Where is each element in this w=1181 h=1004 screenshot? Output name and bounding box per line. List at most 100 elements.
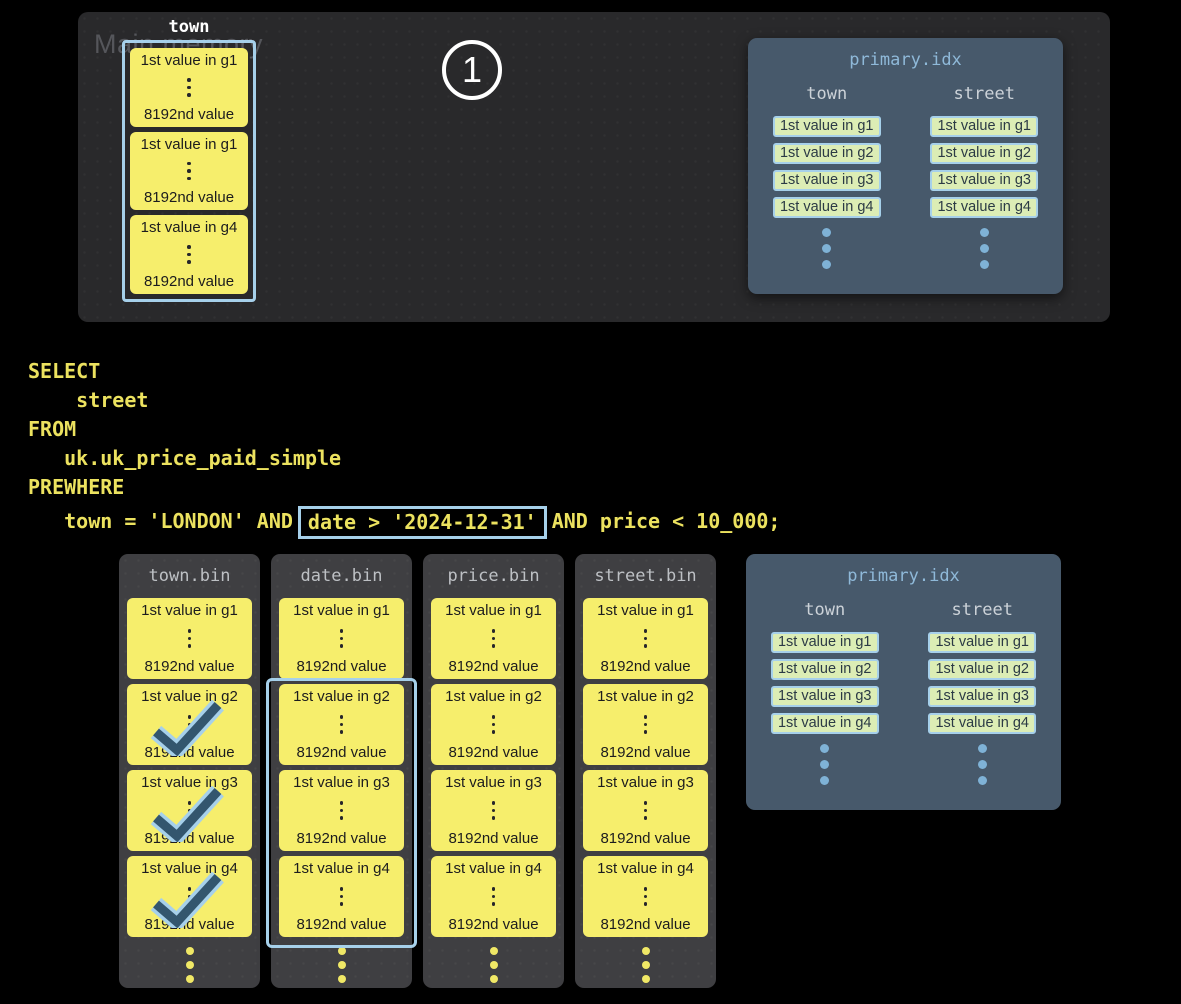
ellipsis-dots-icon <box>822 228 832 269</box>
primary-idx-title: primary.idx <box>849 50 962 70</box>
primary-idx-street-column: street 1st value in g1 1st value in g2 1… <box>906 84 1064 269</box>
sql-line: uk.uk_price_paid_simple <box>28 446 342 470</box>
bin-granule: 1st value in g4 8192nd value <box>583 856 708 937</box>
ellipsis-dots-icon <box>187 78 191 97</box>
ellipsis-dots-icon <box>187 161 191 181</box>
ellipsis-dots-icon <box>339 715 344 734</box>
granule-last-value: 8192nd value <box>600 916 691 933</box>
column-label: town <box>806 84 848 104</box>
ellipsis-dots-icon <box>491 715 496 734</box>
ellipsis-dots-icon <box>119 947 260 983</box>
ellipsis-dots-icon <box>187 715 192 734</box>
granule-last-value: 8192nd value <box>144 916 235 933</box>
ellipsis-dots-icon <box>820 744 830 785</box>
bin-granule: 1st value in g2 8192nd value <box>127 684 252 765</box>
bin-granule: 1st value in g1 8192nd value <box>431 598 556 679</box>
granule-first-value: 1st value in g1 <box>597 602 694 619</box>
ellipsis-dots-icon <box>491 629 496 648</box>
granule-first-value: 1st value in g1 <box>140 135 238 153</box>
granule-first-value: 1st value in g2 <box>141 688 238 705</box>
ellipsis-dots-icon <box>339 629 344 648</box>
ellipsis-dots-icon <box>187 245 191 264</box>
ellipsis-dots-icon <box>339 801 344 820</box>
granule-first-value: 1st value in g4 <box>140 219 238 237</box>
granule-last-value: 8192nd value <box>600 744 691 761</box>
granule-last-value: 8192nd value <box>296 830 387 847</box>
granule-last-value: 8192nd value <box>144 744 235 761</box>
granule-last-value: 8192nd value <box>143 273 235 290</box>
sql-condition-post: AND price < 10_000; <box>551 509 781 533</box>
granule-last-value: 8192nd value <box>600 830 691 847</box>
sql-line: FROM <box>28 417 77 441</box>
bin-granule: 1st value in g2 8192nd value <box>431 684 556 765</box>
ellipsis-dots-icon <box>491 801 496 820</box>
bin-granule: 1st value in g1 8192nd value <box>583 598 708 679</box>
granule-first-value: 1st value in g4 <box>445 860 542 877</box>
bin-granule: 1st value in g3 8192nd value <box>431 770 556 851</box>
bin-title: date.bin <box>300 566 383 586</box>
street-bin-column: street.bin 1st value in g1 8192nd value … <box>575 554 716 988</box>
ellipsis-dots-icon <box>339 887 344 906</box>
granule-last-value: 8192nd value <box>448 744 539 761</box>
granule-last-value: 8192nd value <box>144 658 235 675</box>
selected-granules-highlight-box <box>266 678 417 948</box>
bin-granule: 1st value in g3 8192nd value <box>127 770 252 851</box>
memory-granule: 1st value in g4 8192nd value <box>130 215 248 295</box>
primary-idx-town-column: town 1st value in g1 1st value in g2 1st… <box>748 84 906 269</box>
bin-granule: 1st value in g3 8192nd value <box>279 770 404 851</box>
granule-last-value: 8192nd value <box>600 658 691 675</box>
column-label: street <box>953 84 1015 104</box>
granule-first-value: 1st value in g1 <box>140 52 238 69</box>
granule-first-value: 1st value in g2 <box>293 688 390 705</box>
bin-granule: 1st value in g1 8192nd value <box>279 598 404 679</box>
bin-granule: 1st value in g2 8192nd value <box>279 684 404 765</box>
index-mark: 1st value in g2 <box>928 659 1036 680</box>
granule-first-value: 1st value in g1 <box>293 602 390 619</box>
index-mark: 1st value in g3 <box>770 686 879 707</box>
index-mark: 1st value in g1 <box>772 116 881 137</box>
bin-granule: 1st value in g1 8192nd value <box>127 598 252 679</box>
granule-first-value: 1st value in g3 <box>293 774 390 791</box>
ellipsis-dots-icon <box>643 887 648 906</box>
sql-condition-pre: town = 'LONDON' AND <box>28 509 293 533</box>
granule-first-value: 1st value in g3 <box>141 774 238 791</box>
ellipsis-dots-icon <box>491 887 496 906</box>
primary-idx-panel-bottom: primary.idx town 1st value in g1 1st val… <box>746 554 1061 810</box>
ellipsis-dots-icon <box>977 744 987 785</box>
bin-title: town.bin <box>148 566 231 586</box>
granule-last-value: 8192nd value <box>448 658 539 675</box>
granule-first-value: 1st value in g1 <box>141 602 238 619</box>
index-mark: 1st value in g1 <box>928 632 1036 653</box>
ellipsis-dots-icon <box>643 715 648 734</box>
bin-title: price.bin <box>447 566 540 586</box>
index-mark: 1st value in g4 <box>770 713 879 734</box>
sql-highlighted-condition: date > '2024-12-31' <box>297 506 547 539</box>
memory-column-title: town <box>168 17 210 37</box>
granule-first-value: 1st value in g3 <box>445 774 542 791</box>
granule-last-value: 8192nd value <box>296 916 387 933</box>
ellipsis-dots-icon <box>643 801 648 820</box>
date-bin-column: date.bin 1st value in g1 8192nd value 1s… <box>266 554 417 988</box>
bin-granule: 1st value in g2 8192nd value <box>583 684 708 765</box>
granule-last-value: 8192nd value <box>448 830 539 847</box>
ellipsis-dots-icon <box>979 228 989 269</box>
memory-loaded-granules-box: 1st value in g1 8192nd value 1st value i… <box>122 40 256 302</box>
memory-granule: 1st value in g1 8192nd value <box>130 131 248 211</box>
index-mark: 1st value in g3 <box>772 170 881 191</box>
index-mark: 1st value in g3 <box>930 170 1038 191</box>
ellipsis-dots-icon <box>187 629 192 648</box>
sql-line: street <box>28 388 149 412</box>
index-mark: 1st value in g2 <box>930 143 1038 164</box>
granule-last-value: 8192nd value <box>144 830 235 847</box>
granule-first-value: 1st value in g4 <box>293 860 390 877</box>
price-bin-column: price.bin 1st value in g1 8192nd value 1… <box>423 554 564 988</box>
bin-granule: 1st value in g4 8192nd value <box>279 856 404 937</box>
sql-line: SELECT <box>28 359 101 383</box>
granule-first-value: 1st value in g4 <box>141 860 238 877</box>
granule-first-value: 1st value in g2 <box>597 688 694 705</box>
primary-idx-town-column: town 1st value in g1 1st value in g2 1st… <box>746 600 904 785</box>
primary-idx-panel-top: primary.idx town 1st value in g1 1st val… <box>748 38 1063 294</box>
granule-first-value: 1st value in g3 <box>597 774 694 791</box>
ellipsis-dots-icon <box>423 947 564 983</box>
